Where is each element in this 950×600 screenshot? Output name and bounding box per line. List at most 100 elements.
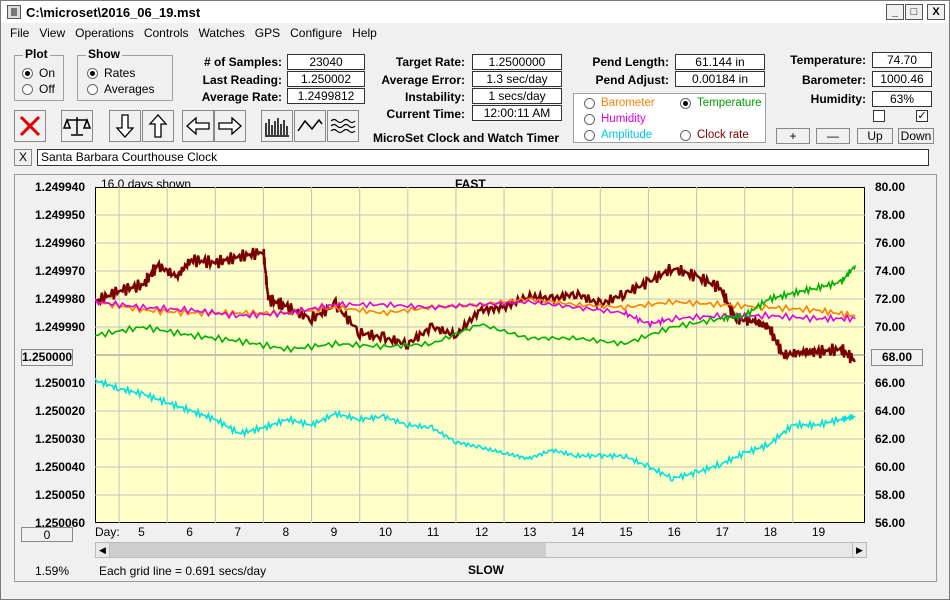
menu-file[interactable]: File — [10, 26, 30, 40]
maximize-button[interactable]: □ — [905, 4, 923, 20]
pend-length-value[interactable]: 61.144 in — [675, 54, 765, 70]
menu-gps[interactable]: GPS — [254, 26, 281, 40]
minimize-button[interactable]: _ — [886, 4, 904, 20]
right-arrow-icon — [218, 116, 242, 136]
average-rate-label: Average Rate: — [201, 90, 282, 104]
window-title: C:\microset\2016_06_19.mst — [26, 4, 201, 20]
option-temperature-label: Temperature — [697, 97, 762, 109]
y-left-tick-label: 1.250050 — [34, 488, 85, 502]
x-tick-label: 19 — [811, 525, 826, 539]
arrow-down-button[interactable] — [109, 110, 141, 142]
plot-on-label: On — [39, 66, 56, 80]
x-tick-label: 16 — [667, 525, 681, 539]
menu-controls[interactable]: Controls — [143, 26, 189, 40]
temperature-value: 74.70 — [872, 52, 932, 68]
x-tick-label: 5 — [138, 525, 145, 539]
y-right-tick-label: 62.00 — [875, 432, 906, 446]
option-barometer[interactable]: Barometer — [584, 97, 655, 109]
y-left-tick-label: 1.250020 — [34, 404, 85, 418]
option-clockrate[interactable]: Clock rate — [680, 129, 749, 141]
y-right-tick-label: 78.00 — [875, 208, 906, 222]
menu-watches[interactable]: Watches — [198, 26, 245, 40]
clear-name-button[interactable]: X — [14, 149, 32, 166]
show-rates-radio[interactable]: Rates — [87, 66, 135, 80]
y-left-tick-label: 1.250060 — [34, 516, 85, 530]
y-right-tick-label: 58.00 — [875, 488, 906, 502]
checkbox-2[interactable]: ✓ — [916, 110, 928, 122]
grid-line-note: Each grid line = 0.691 secs/day — [99, 564, 267, 578]
show-group: Show Rates Averages — [77, 47, 173, 101]
y-left-tick-label: 1.249960 — [34, 236, 85, 250]
y-right-center-button[interactable]: 68.00 — [871, 349, 923, 366]
plus-button[interactable]: + — [776, 128, 810, 144]
y-left-tick-label: 1.249970 — [34, 264, 85, 278]
scrollbar-thumb[interactable] — [110, 543, 546, 557]
x-axis-label: Day: — [95, 525, 120, 539]
radio-selected-icon — [87, 67, 98, 79]
zero-button[interactable]: 0 — [21, 527, 73, 542]
menu-view[interactable]: View — [39, 26, 66, 40]
option-amplitude[interactable]: Amplitude — [584, 129, 652, 141]
noise-graph-button[interactable] — [327, 110, 359, 142]
arrow-up-button[interactable] — [142, 110, 174, 142]
menu-operations[interactable]: Operations — [75, 26, 134, 40]
option-amplitude-label: Amplitude — [601, 129, 653, 141]
y-right-tick-label: 60.00 — [875, 460, 906, 474]
plot-on-radio[interactable]: On — [22, 66, 55, 80]
stop-button[interactable] — [14, 110, 46, 142]
average-error-label: Average Error: — [381, 73, 465, 87]
x-tick-label: 15 — [619, 525, 633, 539]
radio-unselected-icon — [22, 83, 33, 95]
app-icon — [7, 5, 21, 19]
y-left-tick-label: 1.250010 — [34, 376, 85, 390]
instability-label: Instability: — [404, 90, 465, 104]
menu-bar: File View Operations Controls Watches GP… — [1, 23, 382, 43]
title-bar: C:\microset\2016_06_19.mst _ □ X — [1, 1, 949, 23]
radio-unselected-icon — [680, 129, 691, 141]
temperature-label: Temperature: — [790, 53, 866, 67]
x-tick-label: 18 — [763, 525, 778, 539]
minus-button[interactable]: — — [816, 128, 850, 144]
y-left-tick-label: 1.249950 — [34, 208, 85, 222]
plot-off-radio[interactable]: Off — [22, 82, 55, 96]
down-arrow-icon — [115, 114, 135, 138]
option-humidity[interactable]: Humidity — [584, 113, 646, 125]
menu-configure[interactable]: Configure — [290, 26, 343, 40]
y-right-tick-label: 64.00 — [875, 404, 906, 418]
arrow-right-button[interactable] — [214, 110, 246, 142]
close-button[interactable]: X — [927, 4, 945, 20]
scroll-left-icon[interactable]: ◀ — [96, 543, 110, 557]
current-time-value: 12:00:11 AM — [472, 105, 562, 121]
show-averages-radio[interactable]: Averages — [87, 82, 154, 96]
y-right-tick-label: 70.00 — [875, 320, 906, 334]
x-tick-label: 7 — [234, 525, 242, 539]
show-rates-label: Rates — [104, 66, 136, 80]
last-reading-value: 1.250002 — [287, 71, 365, 87]
down-button[interactable]: Down — [898, 128, 934, 144]
clock-name-field[interactable]: Santa Barbara Courthouse Clock — [37, 149, 929, 166]
y-right-tick-label: 56.00 — [875, 516, 906, 530]
arrow-left-button[interactable] — [182, 110, 214, 142]
histogram-button[interactable] — [261, 110, 293, 142]
scroll-right-icon[interactable]: ▶ — [852, 543, 866, 557]
pend-adjust-label: Pend Adjust: — [595, 73, 669, 87]
plot-options-box: Barometer Temperature Humidity Amplitude… — [573, 93, 766, 143]
y-left-center-button[interactable]: 1.250000 — [21, 349, 73, 366]
up-button[interactable]: Up — [857, 128, 893, 144]
option-temperature[interactable]: Temperature — [680, 97, 762, 109]
target-rate-value[interactable]: 1.2500000 — [472, 54, 562, 70]
x-tick-label: 10 — [378, 525, 393, 539]
x-tick-label: 12 — [475, 525, 489, 539]
balance-button[interactable] — [61, 110, 93, 142]
chart-panel: 16.0 days shown FAST SLOW 1.249940 1.2499… — [14, 174, 937, 582]
horizontal-scrollbar[interactable]: ◀ ▶ — [95, 542, 867, 558]
radio-selected-icon — [680, 97, 691, 109]
menu-help[interactable]: Help — [352, 26, 377, 40]
chart-plot-area[interactable] — [95, 187, 865, 523]
line-graph-button[interactable] — [294, 110, 326, 142]
pend-adjust-value: 0.00184 in — [675, 71, 765, 87]
checkbox-1[interactable] — [873, 110, 885, 122]
plot-off-label: Off — [39, 82, 55, 96]
y-left-tick-label: 1.249940 — [34, 180, 85, 194]
y-left-tick-label: 1.249980 — [34, 292, 85, 306]
